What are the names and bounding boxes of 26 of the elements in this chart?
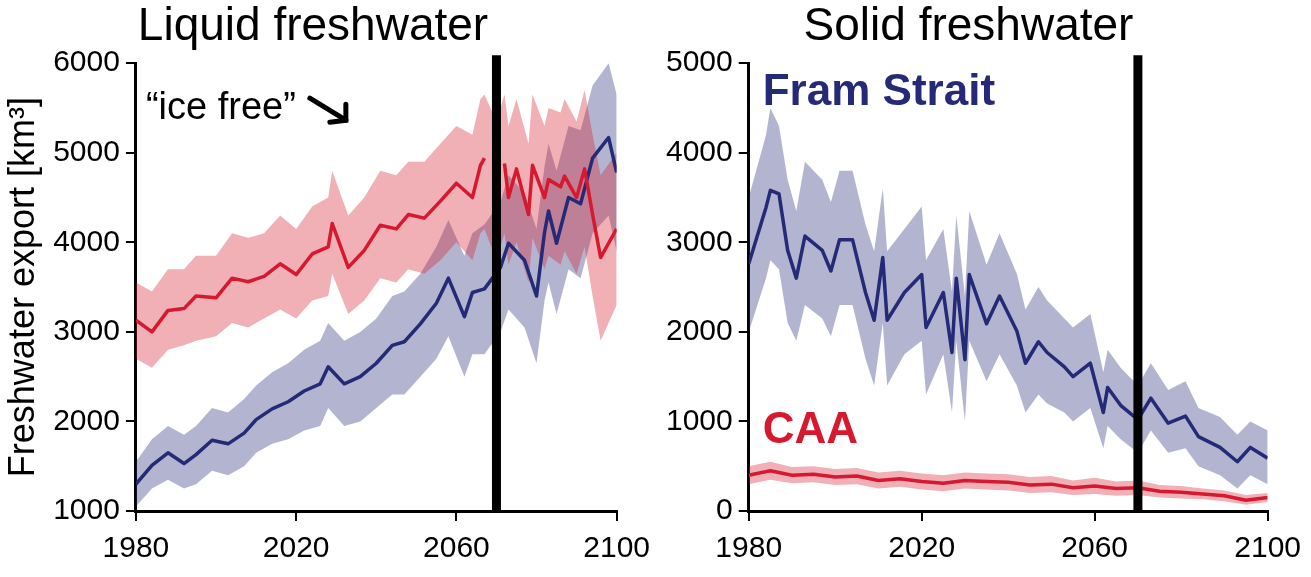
x-tick-label: 2020 xyxy=(262,530,330,564)
x-tick-label: 2060 xyxy=(1061,530,1129,564)
y-axis-title: Freshwater export [km³] xyxy=(0,97,42,478)
y-tick-label: 1000 xyxy=(53,492,120,526)
y-tick-label: 2000 xyxy=(53,402,120,436)
y-tick-label: 1000 xyxy=(665,402,733,436)
y-tick-label: 4000 xyxy=(665,134,733,168)
x-tick-label: 2100 xyxy=(1234,530,1302,564)
x-tick-label: 1980 xyxy=(715,530,783,564)
series-label: Fram Strait xyxy=(762,65,996,115)
y-tick-label: 5000 xyxy=(665,44,733,78)
x-tick-label: 1980 xyxy=(102,530,170,564)
annotation: “ice free” xyxy=(145,84,296,127)
y-tick-label: 2000 xyxy=(665,313,733,347)
y-tick-label: 5000 xyxy=(53,134,120,168)
y-tick-label: 3000 xyxy=(53,313,120,347)
chart-title: Solid freshwater xyxy=(803,0,1134,51)
x-tick-label: 2060 xyxy=(423,530,490,564)
y-tick-label: 6000 xyxy=(53,44,120,78)
x-tick-label: 2020 xyxy=(888,530,956,564)
x-tick-label: 2100 xyxy=(583,530,651,564)
y-tick-label: 0 xyxy=(716,492,733,526)
series-label: CAA xyxy=(762,402,859,452)
chart-title: Liquid freshwater xyxy=(137,0,489,51)
y-tick-label: 4000 xyxy=(53,223,120,257)
y-tick-label: 3000 xyxy=(665,223,733,257)
